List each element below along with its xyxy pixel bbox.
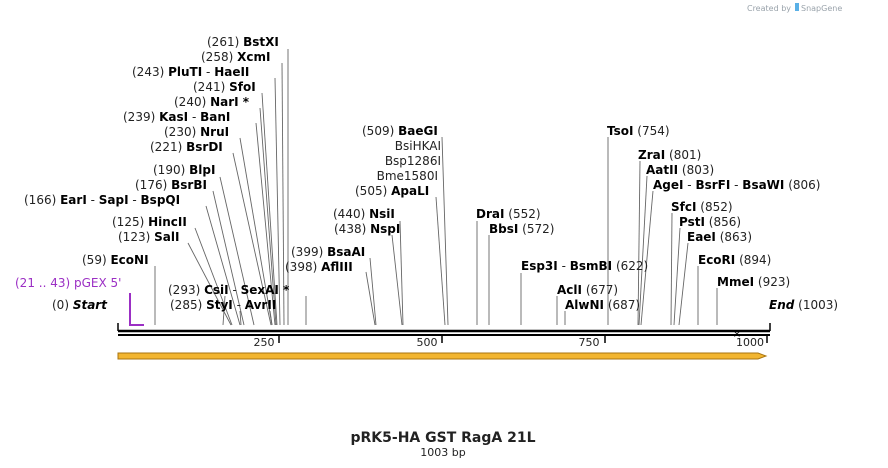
site-label[interactable]: (438) NspI [334, 222, 400, 236]
feature-arrow[interactable] [117, 352, 768, 360]
site-label[interactable]: DraI (552) [476, 207, 541, 221]
site-label[interactable]: (240) NarI * [174, 95, 250, 109]
primer-arrow[interactable] [129, 293, 144, 326]
site-label[interactable]: (293) CsiI - SexAI * [168, 283, 290, 297]
site-label[interactable]: AclI (677) [557, 283, 618, 297]
site-label[interactable]: Bsp1286I [385, 154, 441, 168]
map-title: pRK5-HA GST RagA 21L [351, 430, 536, 446]
credit-brand: SnapGene [801, 4, 842, 13]
site-label[interactable]: (176) BsrBI [135, 178, 207, 192]
site-label[interactable]: Bme1580I [377, 169, 438, 183]
scale-label-750: 750 [579, 336, 600, 349]
scale-label-1000: 1000 [736, 336, 764, 349]
site-label[interactable]: (239) KasI - BanI [123, 110, 230, 124]
site-label[interactable]: AgeI - BsrFI - BsaWI (806) [653, 178, 821, 192]
site-label[interactable]: MmeI (923) [717, 275, 790, 289]
snapgene-logo-icon [795, 3, 799, 11]
end-label: End (1003) [769, 298, 838, 312]
site-label[interactable]: ZraI (801) [638, 148, 701, 162]
site-label[interactable]: PstI (856) [679, 215, 741, 229]
backbone-break-icon: × [733, 329, 741, 340]
site-label[interactable]: (166) EarI - SapI - BspQI [24, 193, 180, 207]
site-label[interactable]: EcoRI (894) [698, 253, 771, 267]
site-label[interactable]: (258) XcmI [201, 50, 270, 64]
connector-lines [154, 49, 718, 326]
site-label[interactable]: (190) BlpI [153, 163, 215, 177]
site-label[interactable]: Esp3I - BsmBI (622) [521, 259, 648, 273]
scale-label-250: 250 [254, 336, 275, 349]
site-label[interactable]: (221) BsrDI [150, 140, 223, 154]
site-label[interactable]: (505) ApaLI [355, 184, 429, 198]
site-label[interactable]: (125) HincII [112, 215, 187, 229]
site-label[interactable]: SfcI (852) [671, 200, 733, 214]
site-label[interactable]: (285) StyI - AvrII [170, 298, 276, 312]
map-length: 1003 bp [420, 446, 465, 459]
site-label[interactable]: (243) PluTI - HaeII [132, 65, 249, 79]
site-label[interactable]: (123) SalI [118, 230, 179, 244]
site-label[interactable]: (509) BaeGI [362, 124, 438, 138]
site-label[interactable]: (241) SfoI [193, 80, 256, 94]
primer-label[interactable]: (21 .. 43) pGEX 5' [15, 276, 121, 290]
site-label[interactable]: (399) BsaAI [291, 245, 365, 259]
site-label[interactable]: TsoI (754) [607, 124, 670, 138]
start-label: (0) Start [52, 298, 108, 312]
site-label[interactable]: AlwNI (687) [565, 298, 640, 312]
site-label[interactable]: BbsI (572) [489, 222, 554, 236]
site-label[interactable]: (261) BstXI [207, 35, 279, 49]
site-label[interactable]: AatII (803) [646, 163, 714, 177]
scale-label-500: 500 [417, 336, 438, 349]
site-label[interactable]: (440) NsiI [333, 207, 395, 221]
site-label[interactable]: (398) AflIII [285, 260, 353, 274]
credit-text: Created by [747, 4, 791, 13]
site-label[interactable]: (59) EcoNI [82, 253, 149, 267]
site-label[interactable]: (230) NruI [164, 125, 229, 139]
site-label[interactable]: EaeI (863) [687, 230, 752, 244]
site-label[interactable]: BsiHKAI [395, 139, 441, 153]
